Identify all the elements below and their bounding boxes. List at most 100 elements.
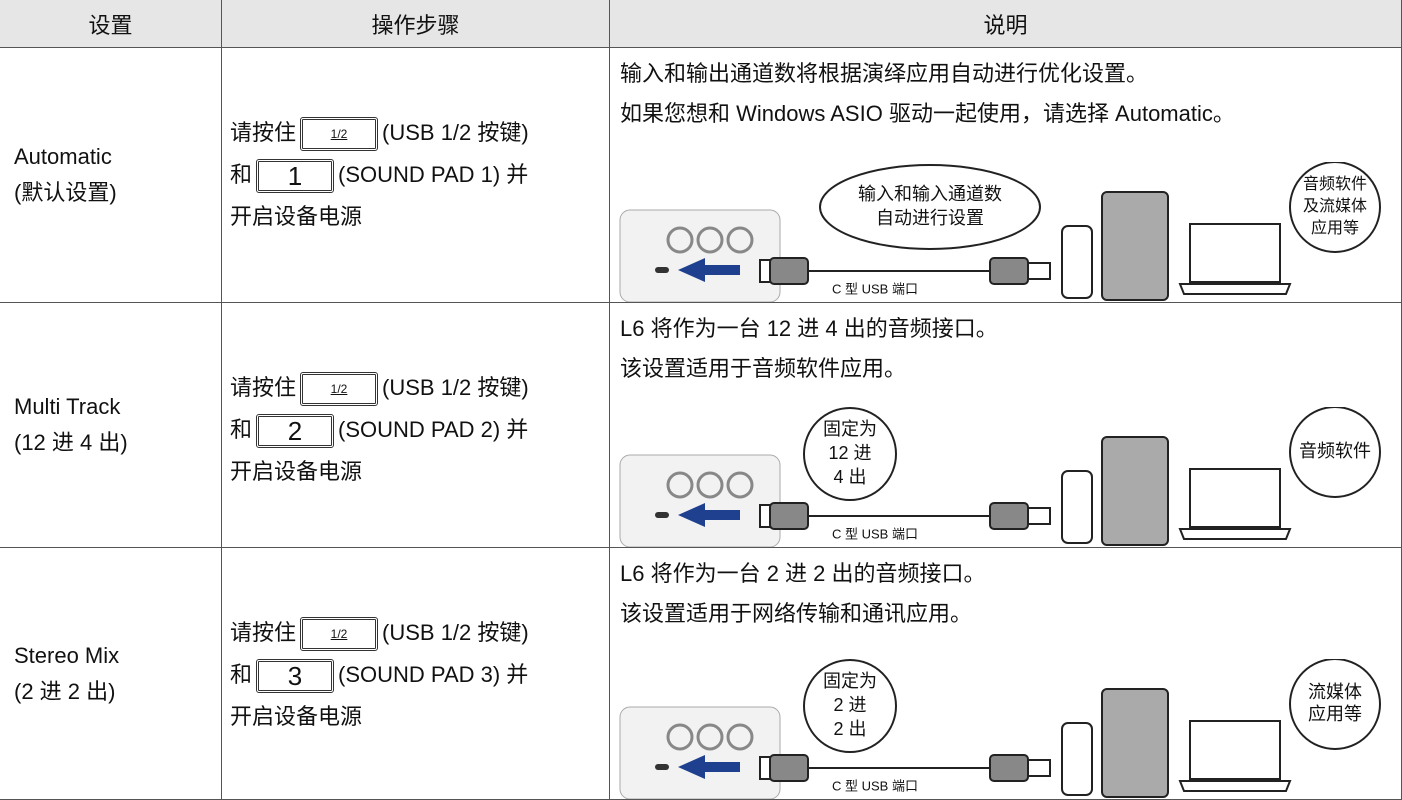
jack — [726, 723, 754, 751]
header-cell: 说明 — [610, 0, 1402, 48]
description-line: 该设置适用于音频软件应用。 — [620, 356, 907, 381]
port-label: C 型 USB 端口 — [832, 526, 918, 541]
plug-body — [989, 257, 1029, 285]
header-cell: 设置 — [0, 0, 222, 48]
bubble-text: 音频软件 — [1299, 441, 1371, 461]
step-text: 请按住 — [230, 120, 297, 145]
arrow — [678, 755, 740, 779]
tablet — [1101, 191, 1169, 301]
jack — [666, 226, 694, 254]
steps-cell: 请按住 1/2 (USB 1/2 按键) 和 1 (SOUND PAD 1) 并开启设备电… — [222, 48, 610, 303]
step-line: 和 3 (SOUND PAD 3) 并 — [230, 654, 609, 696]
arrow — [678, 503, 740, 527]
step-text: 和 — [230, 417, 253, 442]
step-text: (SOUND PAD 2) 并 — [338, 417, 529, 442]
key-button: 1/2 — [300, 617, 379, 652]
step-line: 开启设备电源 — [230, 196, 609, 238]
speech-bubble — [803, 659, 897, 753]
step-text: (USB 1/2 按键) — [382, 620, 529, 645]
jack — [666, 471, 694, 499]
setting-text: Stereo Mix — [14, 642, 120, 668]
speech-bubble — [1289, 407, 1381, 498]
jack — [696, 471, 724, 499]
speech-bubble — [819, 164, 1041, 250]
bubble-text: 应用等 — [1308, 704, 1362, 724]
step-line: 请按住 1/2 (USB 1/2 按键) — [230, 112, 609, 154]
description-cell: L6 将作为一台 12 进 4 出的音频接口。 该设置适用于音频软件应用。 C 型 … — [610, 303, 1402, 548]
jack — [726, 471, 754, 499]
phone — [1061, 722, 1093, 796]
jack — [696, 226, 724, 254]
description-cell: 输入和输出通道数将根据演绎应用自动进行优化设置。如果您想和 Windows AS… — [610, 48, 1402, 303]
description-cell: L6 将作为一台 2 进 2 出的音频接口。 该设置适用于网络传输和通讯应用。 C … — [610, 548, 1402, 800]
bubble-text: 固定为 — [823, 671, 877, 691]
step-line: 和 2 (SOUND PAD 2) 并 — [230, 409, 609, 451]
plug-body — [769, 257, 809, 285]
laptop-screen — [1189, 223, 1281, 283]
step-text: (SOUND PAD 1) 并 — [338, 162, 529, 187]
header-cell: 操作步骤 — [222, 0, 610, 48]
port-label: C 型 USB 端口 — [832, 778, 918, 793]
tablet — [1101, 436, 1169, 546]
key-button: 2 — [256, 414, 335, 449]
step-text: 开启设备电源 — [230, 204, 363, 229]
plug — [1027, 262, 1051, 280]
bubble-text: 12 进 — [828, 443, 871, 463]
step-text: 和 — [230, 162, 253, 187]
plug — [1027, 507, 1051, 525]
key-button: 3 — [256, 659, 335, 694]
key-button: 1/2 — [300, 117, 379, 152]
bubble-text: 4 出 — [833, 467, 866, 487]
laptop-screen — [1189, 720, 1281, 780]
description-line: 该设置适用于网络传输和通讯应用。 — [620, 601, 973, 626]
port-label: C 型 USB 端口 — [832, 281, 918, 296]
laptop-base — [1178, 283, 1292, 295]
jack — [666, 723, 694, 751]
plug — [1027, 759, 1051, 777]
step-line: 开启设备电源 — [230, 696, 609, 738]
bubble-text: 固定为 — [823, 419, 877, 439]
speech-bubble — [1289, 162, 1381, 253]
bubble-text: 2 进 — [833, 695, 866, 715]
step-text: 开启设备电源 — [230, 459, 363, 484]
bubble-text: 应用等 — [1311, 218, 1359, 237]
speech-bubble — [1289, 659, 1381, 750]
bubble-text: 流媒体 — [1308, 682, 1362, 702]
setting-cell: Stereo Mix (2 进 2 出) — [0, 548, 222, 800]
laptop-screen — [1189, 468, 1281, 528]
step-line: 开启设备电源 — [230, 451, 609, 493]
phone — [1061, 225, 1093, 299]
device-panel — [619, 706, 781, 799]
setting-text: (12 进 4 出) — [14, 430, 128, 455]
setting-text: (2 进 2 出) — [14, 678, 116, 704]
step-text: (USB 1/2 按键) — [382, 375, 529, 400]
jack — [696, 723, 724, 751]
connection-diagram: C 型 USB 端口 固定为 12 进 4 出 音频软件 — [619, 407, 1381, 547]
step-text: (USB 1/2 按键) — [382, 120, 529, 145]
step-line: 和 1 (SOUND PAD 1) 并 — [230, 154, 609, 196]
step-text: 开启设备电源 — [230, 704, 363, 729]
steps-cell: 请按住 1/2 (USB 1/2 按键) 和 3 (SOUND PAD 3) 并开启设备电… — [222, 548, 610, 800]
setting-text: Multi Track — [14, 394, 121, 419]
laptop-base — [1178, 528, 1292, 540]
description-line: L6 将作为一台 2 进 2 出的音频接口。 — [620, 561, 986, 586]
key-button: 1 — [256, 159, 335, 194]
plug-body — [989, 754, 1029, 782]
speech-bubble — [803, 407, 897, 501]
plug-body — [769, 754, 809, 782]
setting-text: (默认设置) — [14, 180, 117, 205]
jack — [726, 226, 754, 254]
setting-cell: Automatic (默认设置) — [0, 48, 222, 303]
bubble-text: 及流媒体 — [1303, 197, 1367, 215]
description-line: L6 将作为一台 12 进 4 出的音频接口。 — [620, 316, 998, 341]
step-text: 请按住 — [230, 375, 297, 400]
device-panel — [619, 454, 781, 547]
step-line: 请按住 1/2 (USB 1/2 按键) — [230, 612, 609, 654]
description-line: 如果您想和 Windows ASIO 驱动一起使用，请选择 Automatic。 — [620, 101, 1235, 126]
tablet — [1101, 688, 1169, 798]
description-line: 输入和输出通道数将根据演绎应用自动进行优化设置。 — [620, 61, 1149, 86]
bubble-text: 自动进行设置 — [876, 208, 984, 228]
